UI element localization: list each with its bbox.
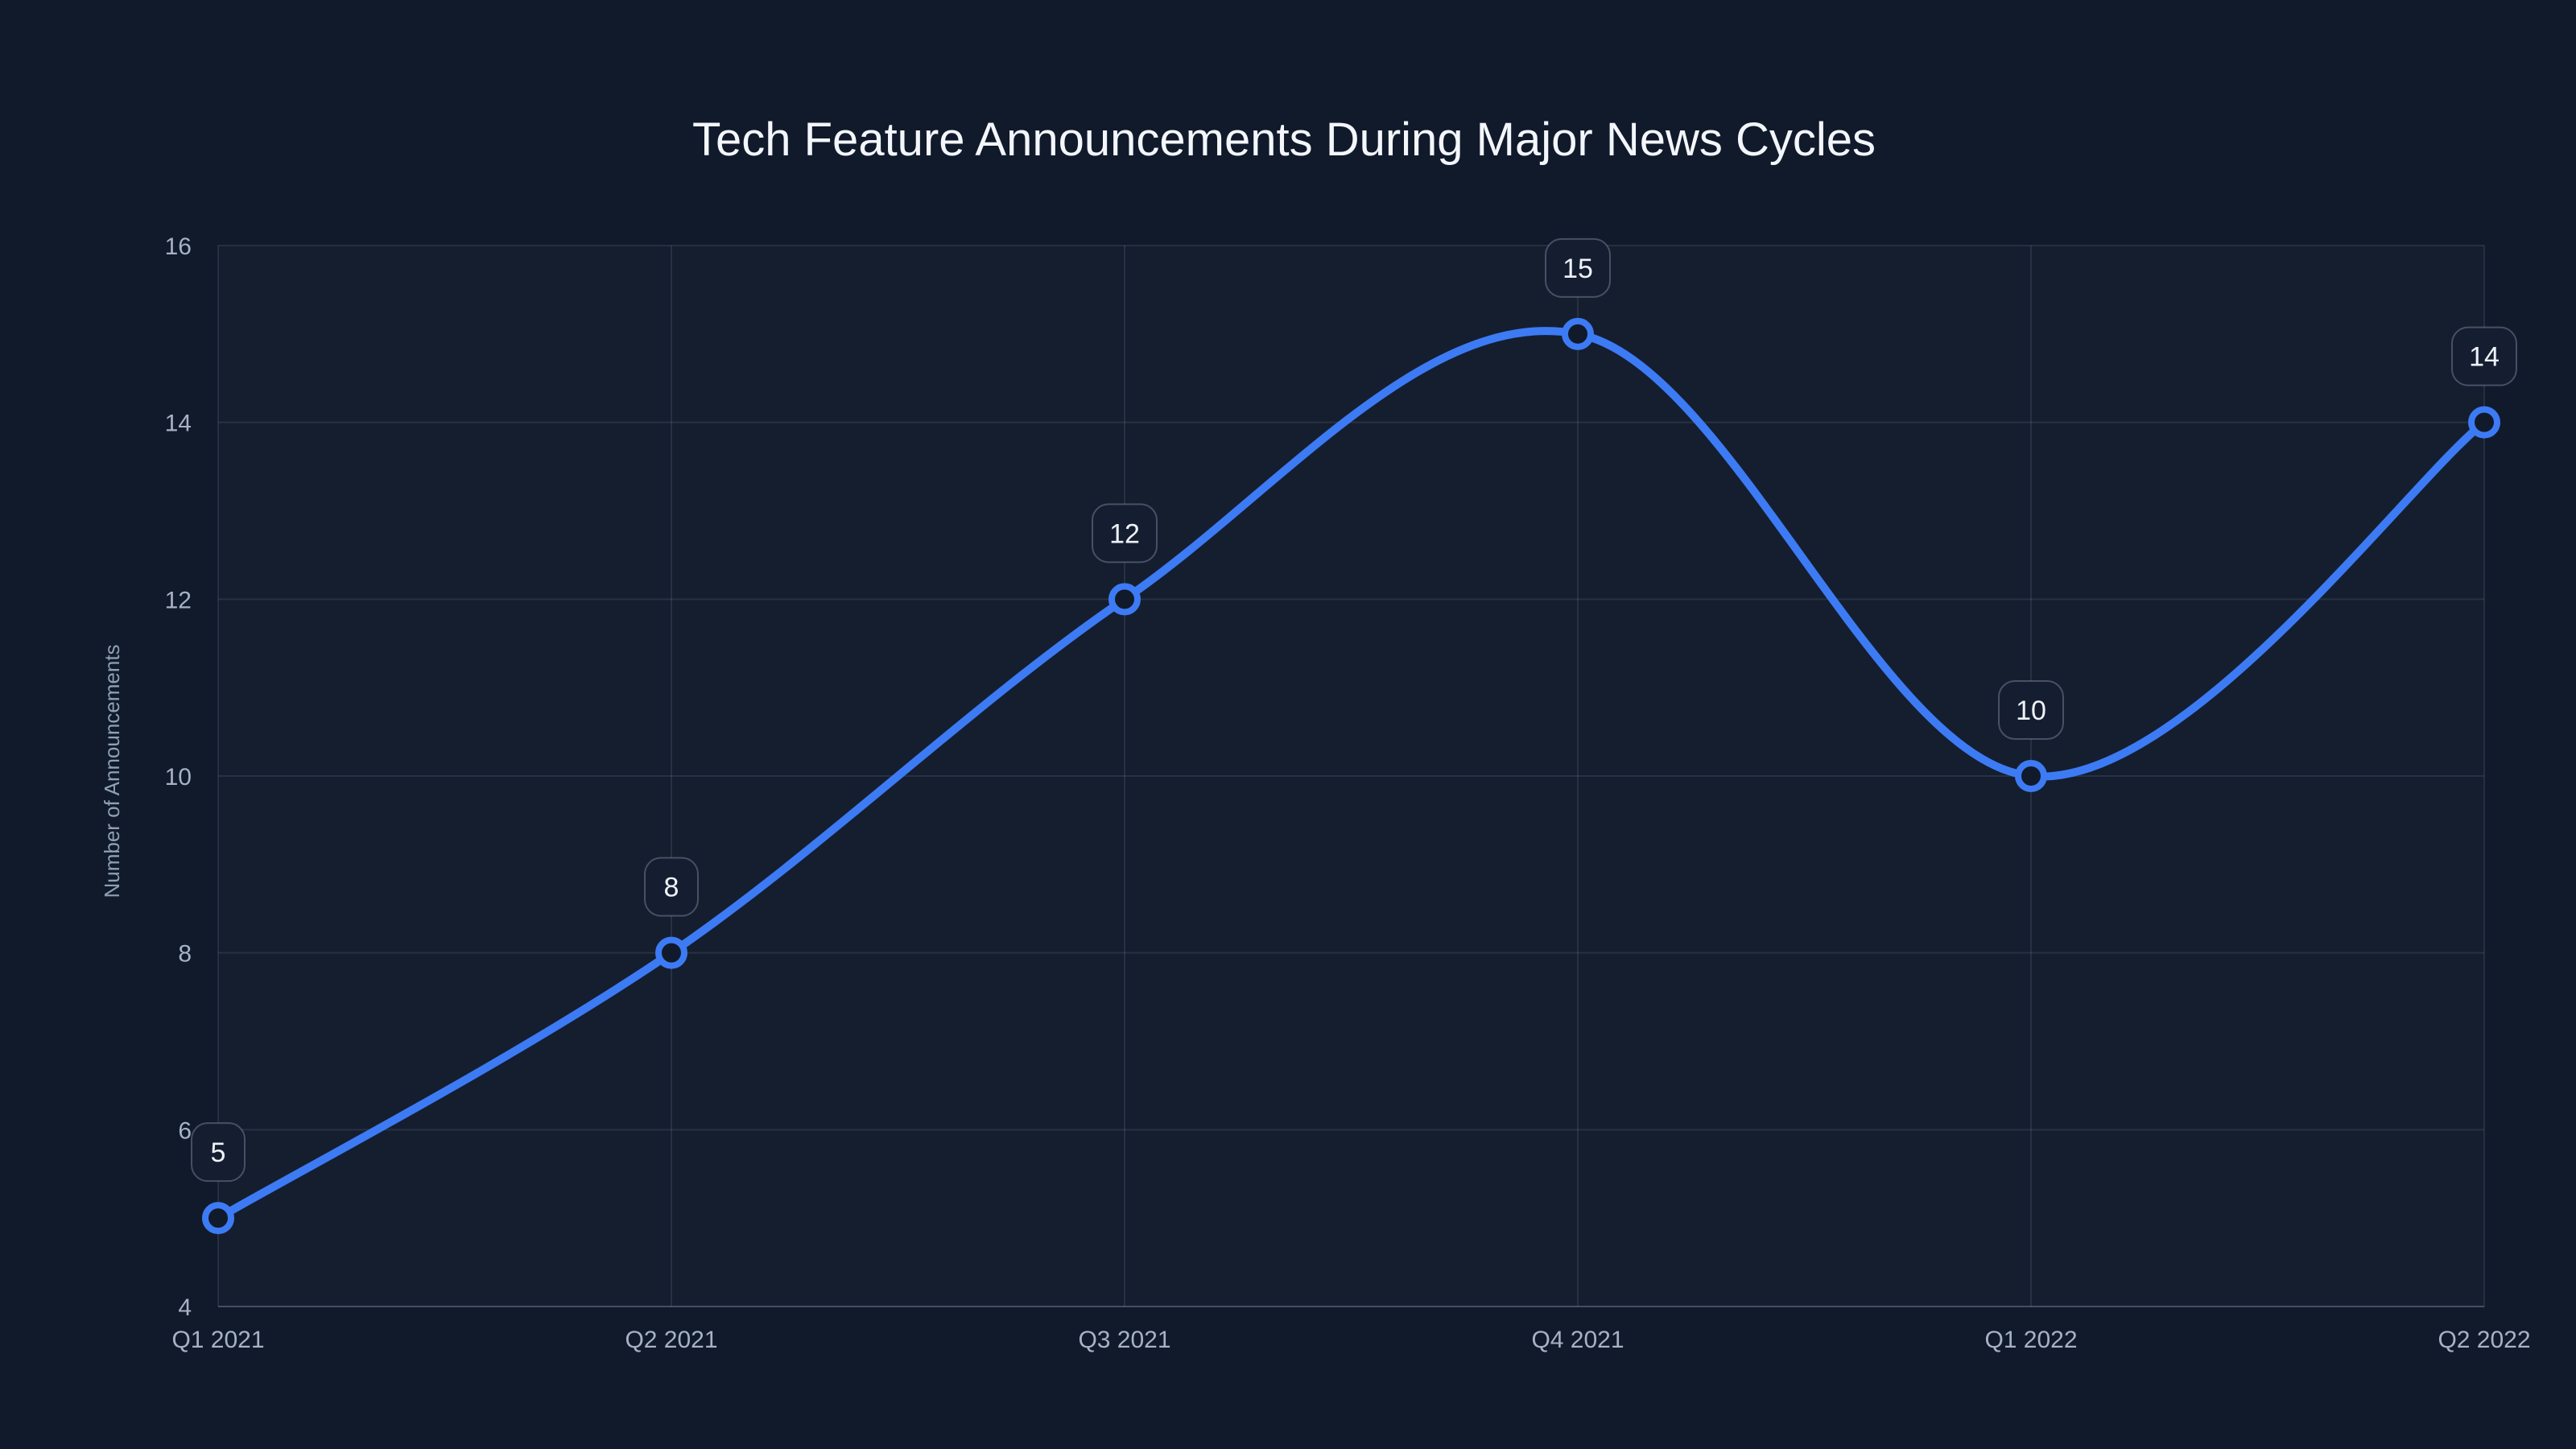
point-label-badge	[1998, 680, 2064, 740]
y-tick-label: 16	[165, 233, 192, 260]
data-point-marker[interactable]	[655, 936, 687, 969]
data-point-marker[interactable]	[2015, 760, 2047, 792]
x-tick-label: Q1 2021	[171, 1327, 264, 1353]
x-tick-label: Q4 2021	[1531, 1327, 1624, 1353]
y-tick-label: 14	[165, 411, 192, 437]
point-label: 5	[211, 1137, 226, 1168]
y-tick-label: 8	[178, 941, 192, 968]
point-label: 14	[2469, 342, 2500, 373]
data-point-marker[interactable]	[202, 1202, 234, 1235]
data-point-marker[interactable]	[1108, 583, 1141, 616]
y-tick-labels: 4 6 8 10 12 14 16	[165, 233, 192, 1321]
point-label-badge	[1092, 503, 1158, 564]
x-tick-label: Q1 2022	[1984, 1327, 2077, 1353]
point-label-badge	[1545, 237, 1611, 298]
point-label: 12	[1109, 518, 1140, 549]
point-label: 8	[664, 873, 679, 903]
y-tick-label: 6	[178, 1117, 192, 1144]
y-axis-title: Number of Announcements	[100, 644, 124, 898]
y-tick-label: 12	[165, 587, 192, 613]
x-tick-label: Q2 2022	[2438, 1327, 2530, 1353]
point-label: 15	[1563, 254, 1593, 284]
x-tick-label: Q2 2021	[625, 1327, 717, 1353]
data-point-markers	[202, 317, 2500, 1235]
point-label: 10	[2016, 696, 2046, 726]
data-point-labels: 5 8 12 15 10 14	[191, 237, 2517, 1183]
data-point-marker[interactable]	[2468, 406, 2500, 439]
x-tick-labels: Q1 2021 Q2 2021 Q3 2021 Q4 2021 Q1 2022 Q2 20…	[171, 1327, 2530, 1353]
point-label-badge	[644, 857, 699, 917]
y-tick-label: 10	[165, 764, 192, 791]
chart-title: Tech Feature Announcements During Major …	[692, 114, 1876, 166]
data-point-marker[interactable]	[1562, 317, 1594, 350]
point-label-badge	[191, 1122, 246, 1183]
x-tick-label: Q3 2021	[1078, 1327, 1170, 1353]
point-label-badge	[2451, 326, 2517, 386]
y-tick-label: 4	[178, 1294, 192, 1321]
series-line	[214, 327, 2488, 1223]
